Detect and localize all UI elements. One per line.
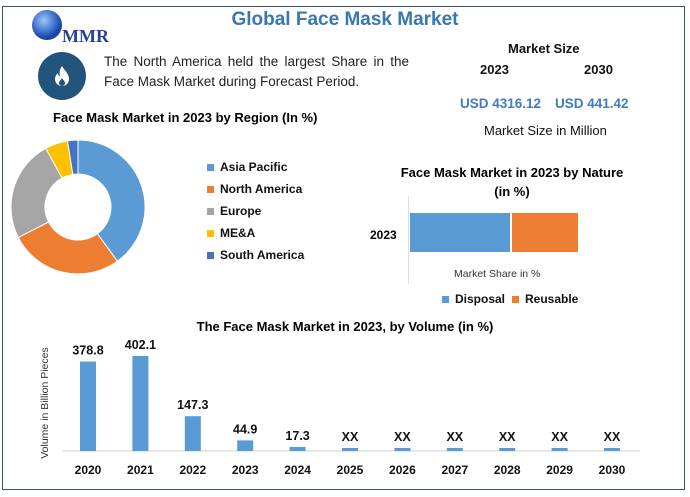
donut-slice-europe xyxy=(10,147,63,239)
legend-label: North America xyxy=(220,182,303,196)
legend-label: ME&A xyxy=(220,226,256,240)
nature-category-label: 2023 xyxy=(370,228,397,242)
nature-xlabel: Market Share in % xyxy=(454,268,541,280)
value-2023: USD 4316.12 xyxy=(460,96,542,111)
value-2030: USD 441.42 xyxy=(555,96,629,111)
bar-2021 xyxy=(132,356,149,451)
logo: MMR xyxy=(28,8,118,48)
legend-item: Europe xyxy=(207,204,261,218)
tick-label-2025: 2025 xyxy=(337,463,364,477)
legend-label: Europe xyxy=(220,204,262,218)
data-label-2023: 44.9 xyxy=(233,422,257,436)
volume-bar-chart: 378.8 2020 402.1 2021 147.3 2022 44.9 2023 17.3 2… xyxy=(62,338,640,477)
legend-label: South America xyxy=(220,248,305,262)
flame-icon xyxy=(38,52,86,100)
bar-2024 xyxy=(289,446,306,451)
data-label-2026: XX xyxy=(394,430,411,444)
nature-axis xyxy=(408,196,409,284)
market-size-unit: Market Size in Million xyxy=(484,123,607,138)
region-donut-chart xyxy=(10,139,146,275)
bar-2027 xyxy=(446,448,463,451)
data-label-2027: XX xyxy=(446,430,463,444)
highlight-text: The North America held the largest Share… xyxy=(104,54,409,89)
disposal-bar xyxy=(410,213,510,252)
data-label-2029: XX xyxy=(551,430,568,444)
nature-chart-title: Face Mask Market in 2023 by Nature (in %… xyxy=(400,165,624,199)
data-label-2020: 378.8 xyxy=(72,344,103,358)
tick-label-2030: 2030 xyxy=(599,463,626,477)
market-size-label: Market Size xyxy=(508,41,580,56)
tick-label-2029: 2029 xyxy=(546,463,573,477)
bar-2022 xyxy=(184,416,201,451)
data-label-2025: XX xyxy=(342,430,359,444)
legend-item: South America xyxy=(207,248,304,262)
legend-disposal: Disposal xyxy=(442,292,505,306)
data-label-2030: XX xyxy=(604,430,621,444)
region-chart-title: Face Mask Market in 2023 by Region (In %… xyxy=(53,110,318,125)
bar-2029 xyxy=(551,448,568,451)
tick-label-2028: 2028 xyxy=(494,463,521,477)
data-label-2028: XX xyxy=(499,430,516,444)
year-2030: 2030 xyxy=(584,62,613,77)
bar-2030 xyxy=(604,448,620,451)
bar-2026 xyxy=(394,448,411,451)
legend-reusable: Reusable xyxy=(512,292,578,306)
page-title: Global Face Mask Market xyxy=(231,9,459,30)
tick-label-2022: 2022 xyxy=(179,463,206,477)
tick-label-2027: 2027 xyxy=(441,463,468,477)
bar-2020 xyxy=(80,361,96,451)
legend-item: Asia Pacific xyxy=(207,160,287,174)
bar-2023 xyxy=(237,440,254,451)
bar-2025 xyxy=(342,448,358,451)
reusable-bar xyxy=(511,213,578,252)
frame xyxy=(2,6,685,490)
donut-slice-north-america xyxy=(17,221,119,275)
donut-slice-south-america xyxy=(66,139,79,175)
year-2023: 2023 xyxy=(480,62,509,77)
bar-2028 xyxy=(499,448,516,451)
legend-item: North America xyxy=(207,182,302,196)
data-label-2021: 402.1 xyxy=(125,338,156,352)
data-label-2022: 147.3 xyxy=(177,398,208,412)
donut-slice-asia-pacific xyxy=(77,139,146,262)
legend-label: Asia Pacific xyxy=(220,160,288,174)
tick-label-2023: 2023 xyxy=(232,463,259,477)
tick-label-2024: 2024 xyxy=(284,463,311,477)
tick-label-2021: 2021 xyxy=(127,463,154,477)
legend-item: ME&A xyxy=(207,226,255,240)
tick-label-2020: 2020 xyxy=(75,463,102,477)
tick-label-2026: 2026 xyxy=(389,463,416,477)
volume-chart-title: The Face Mask Market in 2023, by Volume … xyxy=(196,319,494,334)
data-label-2024: 17.3 xyxy=(285,429,309,443)
